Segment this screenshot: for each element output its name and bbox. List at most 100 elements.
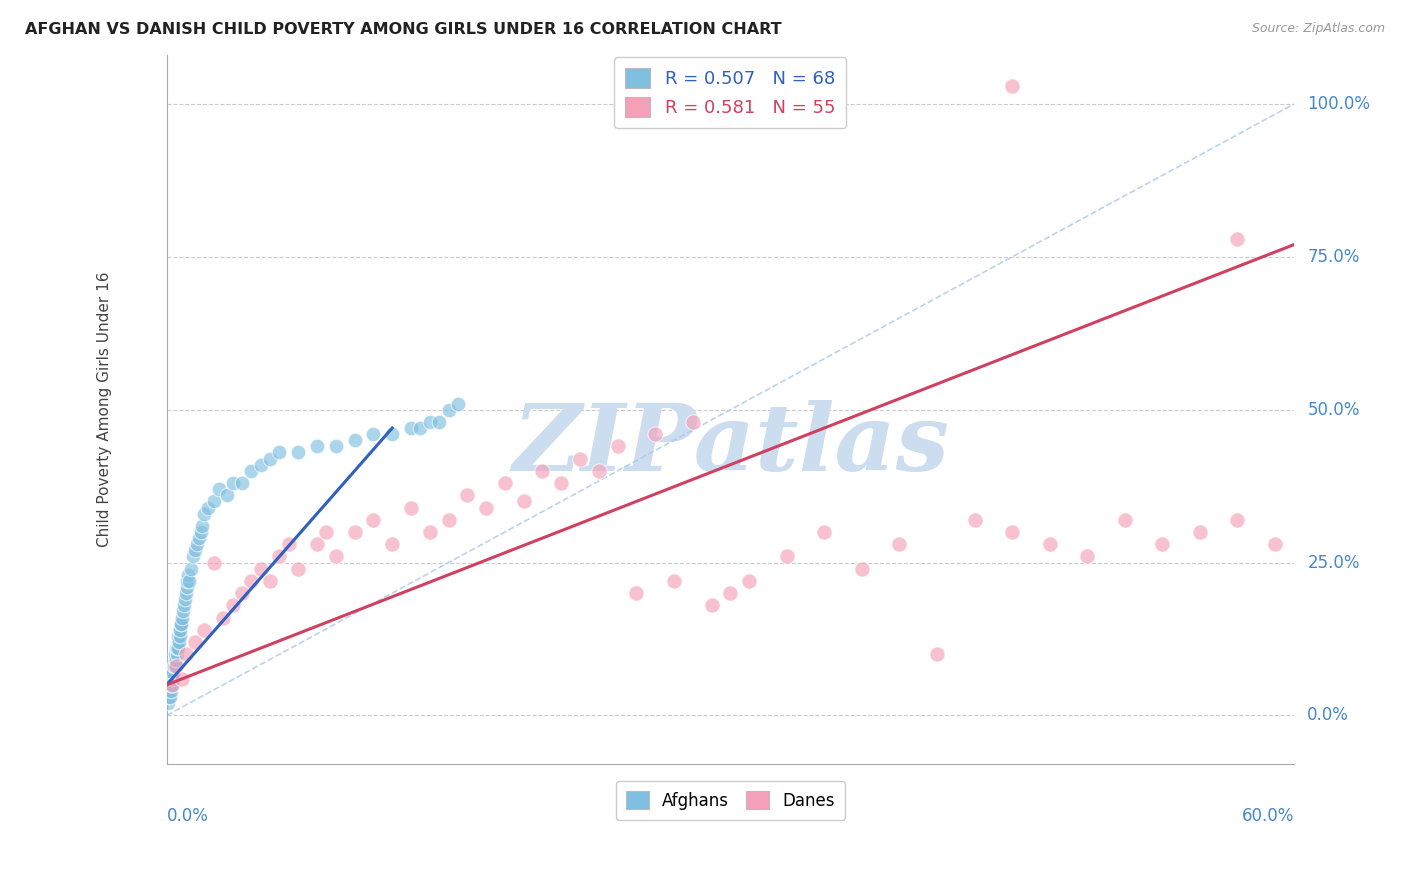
Point	[165, 659, 187, 673]
Point	[169, 623, 191, 637]
Point	[1226, 231, 1249, 245]
Point	[162, 665, 184, 680]
Point	[626, 586, 648, 600]
Point	[1264, 537, 1286, 551]
Point	[181, 549, 204, 564]
Point	[963, 513, 986, 527]
Point	[718, 586, 741, 600]
Point	[169, 623, 191, 637]
Point	[1001, 524, 1024, 539]
Text: 0.0%: 0.0%	[1308, 706, 1350, 724]
Point	[1039, 537, 1062, 551]
Point	[170, 672, 193, 686]
Point	[163, 659, 186, 673]
Point	[569, 451, 592, 466]
Point	[174, 586, 197, 600]
Point	[202, 494, 225, 508]
Point	[193, 507, 215, 521]
Point	[159, 684, 181, 698]
Point	[176, 580, 198, 594]
Point	[1152, 537, 1174, 551]
Point	[1001, 78, 1024, 93]
Point	[550, 476, 572, 491]
Point	[173, 592, 195, 607]
Point	[165, 653, 187, 667]
Point	[170, 610, 193, 624]
Point	[190, 524, 212, 539]
Point	[343, 524, 366, 539]
Text: 0.0%: 0.0%	[167, 807, 208, 825]
Point	[172, 604, 194, 618]
Point	[169, 629, 191, 643]
Point	[475, 500, 498, 515]
Point	[165, 641, 187, 656]
Point	[187, 531, 209, 545]
Point	[399, 421, 422, 435]
Point	[170, 616, 193, 631]
Point	[851, 561, 873, 575]
Point	[287, 561, 309, 575]
Point	[167, 635, 190, 649]
Point	[159, 690, 181, 704]
Text: 50.0%: 50.0%	[1308, 401, 1360, 418]
Point	[1114, 513, 1136, 527]
Point	[325, 439, 347, 453]
Point	[889, 537, 911, 551]
Point	[249, 458, 271, 472]
Point	[166, 641, 188, 656]
Point	[1188, 524, 1211, 539]
Point	[269, 445, 291, 459]
Point	[170, 616, 193, 631]
Point	[588, 464, 610, 478]
Point	[208, 482, 231, 496]
Point	[447, 396, 470, 410]
Text: AFGHAN VS DANISH CHILD POVERTY AMONG GIRLS UNDER 16 CORRELATION CHART: AFGHAN VS DANISH CHILD POVERTY AMONG GIR…	[25, 22, 782, 37]
Point	[512, 494, 534, 508]
Point	[160, 678, 183, 692]
Point	[166, 647, 188, 661]
Point	[419, 415, 441, 429]
Point	[240, 464, 263, 478]
Point	[325, 549, 347, 564]
Point	[165, 647, 187, 661]
Point	[193, 623, 215, 637]
Point	[162, 665, 184, 680]
Point	[682, 415, 704, 429]
Legend: Afghans, Danes: Afghans, Danes	[616, 781, 845, 820]
Point	[179, 574, 201, 588]
Point	[277, 537, 299, 551]
Point	[662, 574, 685, 588]
Point	[259, 451, 281, 466]
Point	[240, 574, 263, 588]
Point	[437, 513, 460, 527]
Point	[1076, 549, 1098, 564]
Point	[160, 678, 183, 692]
Point	[259, 574, 281, 588]
Point	[738, 574, 761, 588]
Point	[776, 549, 799, 564]
Point	[315, 524, 337, 539]
Text: Source: ZipAtlas.com: Source: ZipAtlas.com	[1251, 22, 1385, 36]
Point	[184, 635, 207, 649]
Point	[700, 599, 723, 613]
Point	[162, 678, 184, 692]
Point	[215, 488, 238, 502]
Point	[381, 537, 404, 551]
Text: 25.0%: 25.0%	[1308, 554, 1360, 572]
Point	[176, 574, 198, 588]
Point	[157, 690, 180, 704]
Point	[191, 519, 214, 533]
Point	[456, 488, 478, 502]
Point	[381, 427, 404, 442]
Point	[231, 476, 253, 491]
Point	[399, 500, 422, 515]
Point	[427, 415, 450, 429]
Point	[813, 524, 835, 539]
Point	[419, 524, 441, 539]
Point	[160, 672, 183, 686]
Point	[363, 513, 385, 527]
Text: 100.0%: 100.0%	[1308, 95, 1371, 113]
Point	[157, 684, 180, 698]
Point	[174, 647, 197, 661]
Point	[159, 678, 181, 692]
